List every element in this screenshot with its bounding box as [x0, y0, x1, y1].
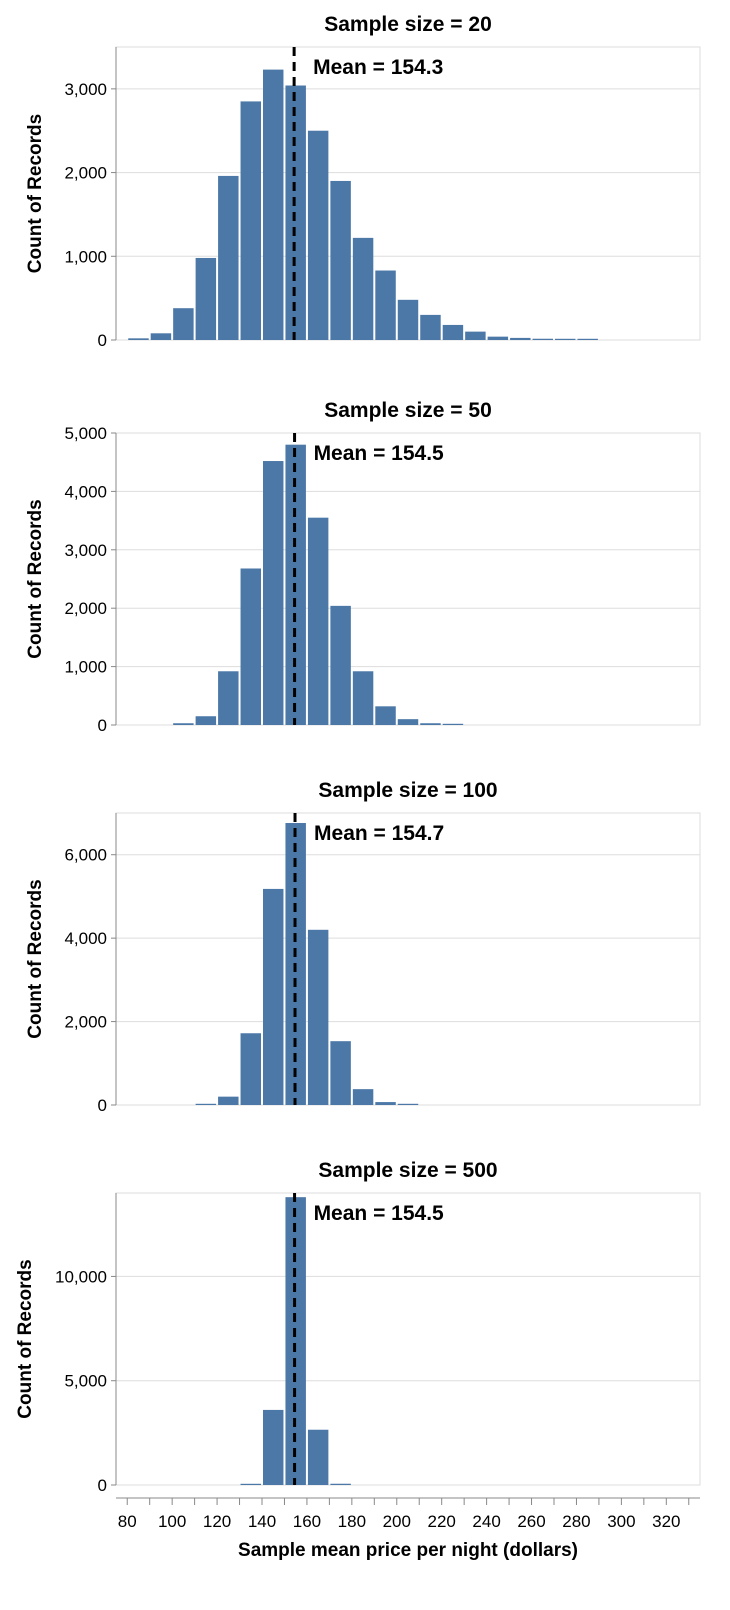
histogram-bar — [465, 331, 486, 340]
histogram-bar — [420, 723, 441, 725]
y-axis-title: Count of Records — [25, 114, 46, 273]
histogram-bar — [352, 671, 374, 725]
plot-frame — [115, 812, 701, 1106]
histogram-bar — [307, 130, 329, 340]
histogram-bar — [263, 461, 284, 725]
histogram-bar — [352, 237, 374, 340]
histogram-bar — [128, 338, 149, 340]
y-tick-label: 0 — [98, 1096, 107, 1115]
histogram-bar — [397, 719, 419, 725]
x-tick-label: 300 — [607, 1512, 635, 1531]
histogram-bar — [397, 299, 419, 340]
histogram-bar — [330, 1041, 351, 1105]
x-tick-label: 140 — [248, 1512, 276, 1531]
y-axis-title: Count of Records — [15, 1259, 36, 1418]
histogram-bar — [263, 1409, 284, 1485]
y-axis-title: Count of Records — [25, 499, 46, 658]
histogram-bar — [240, 568, 261, 725]
x-tick-label: 200 — [383, 1512, 411, 1531]
mean-label: Mean = 154.3 — [313, 56, 443, 79]
histogram-bar — [195, 1103, 217, 1105]
plot-frame — [115, 1192, 701, 1486]
histogram-bar — [240, 101, 261, 341]
histogram-bar — [150, 333, 172, 340]
x-tick-label: 260 — [517, 1512, 545, 1531]
histogram-bar — [442, 324, 464, 340]
histogram-bar — [510, 337, 531, 340]
histogram-bar — [195, 257, 217, 340]
x-tick-label: 240 — [472, 1512, 500, 1531]
y-tick-label: 0 — [98, 1476, 107, 1495]
y-tick-label: 5,000 — [64, 424, 107, 443]
y-tick-label: 5,000 — [64, 1372, 107, 1391]
y-tick-label: 6,000 — [64, 846, 107, 865]
mean-label: Mean = 154.5 — [314, 1202, 444, 1225]
y-axis-title: Count of Records — [25, 879, 46, 1038]
histogram-bar — [307, 1429, 329, 1485]
histogram-bar — [532, 338, 553, 340]
panel-title: Sample size = 20 — [324, 13, 492, 36]
x-tick-label: 180 — [338, 1512, 366, 1531]
histogram-bar — [375, 1102, 396, 1105]
x-tick-label: 160 — [293, 1512, 321, 1531]
y-tick-label: 3,000 — [64, 541, 107, 560]
histogram-bar — [577, 338, 598, 340]
mean-label: Mean = 154.5 — [314, 442, 444, 465]
y-tick-label: 2,000 — [64, 1013, 107, 1032]
y-tick-label: 1,000 — [64, 247, 107, 266]
y-tick-label: 0 — [98, 716, 107, 735]
histogram-bar — [487, 336, 509, 340]
y-tick-label: 3,000 — [64, 80, 107, 99]
y-tick-label: 4,000 — [64, 929, 107, 948]
plot-frame — [115, 432, 701, 726]
x-tick-label: 220 — [428, 1512, 456, 1531]
histogram-bar — [375, 270, 396, 340]
histogram-bar — [420, 314, 441, 340]
histogram-bar — [263, 69, 284, 341]
histogram-bar — [285, 1197, 306, 1485]
histogram-bar — [442, 723, 464, 725]
histogram-bar — [375, 706, 396, 725]
y-tick-label: 2,000 — [64, 164, 107, 183]
histogram-bar — [330, 1483, 351, 1485]
x-tick-label: 320 — [652, 1512, 680, 1531]
histogram-bar — [307, 929, 329, 1105]
y-tick-label: 10,000 — [55, 1267, 107, 1286]
histogram-bar — [352, 1089, 374, 1105]
histogram-bar — [263, 888, 284, 1105]
histogram-bar — [173, 723, 194, 725]
panel-title: Sample size = 500 — [318, 1159, 497, 1182]
histogram-bar — [173, 308, 194, 340]
y-tick-label: 2,000 — [64, 599, 107, 618]
histogram-bar — [330, 180, 351, 340]
x-axis-title: Sample mean price per night (dollars) — [238, 1540, 578, 1561]
mean-label: Mean = 154.7 — [314, 822, 444, 845]
histogram-bar — [397, 1103, 419, 1105]
histogram-bar — [218, 175, 239, 340]
histogram-bar — [195, 716, 217, 725]
x-tick-label: 120 — [203, 1512, 231, 1531]
histogram-bar — [330, 605, 351, 725]
x-tick-label: 100 — [158, 1512, 186, 1531]
panel-title: Sample size = 50 — [324, 399, 492, 422]
histogram-bar — [218, 1096, 239, 1105]
histogram-bar — [218, 671, 239, 725]
panel-title: Sample size = 100 — [318, 779, 497, 802]
histogram-bar — [240, 1483, 261, 1485]
histogram-bar — [307, 517, 329, 725]
histogram-bar — [240, 1033, 261, 1105]
y-tick-label: 1,000 — [64, 658, 107, 677]
x-tick-label: 80 — [118, 1512, 137, 1531]
y-tick-label: 4,000 — [64, 482, 107, 501]
x-tick-label: 280 — [562, 1512, 590, 1531]
histogram-bar — [285, 85, 306, 340]
y-tick-label: 0 — [98, 331, 107, 350]
histogram-bar — [555, 338, 576, 340]
